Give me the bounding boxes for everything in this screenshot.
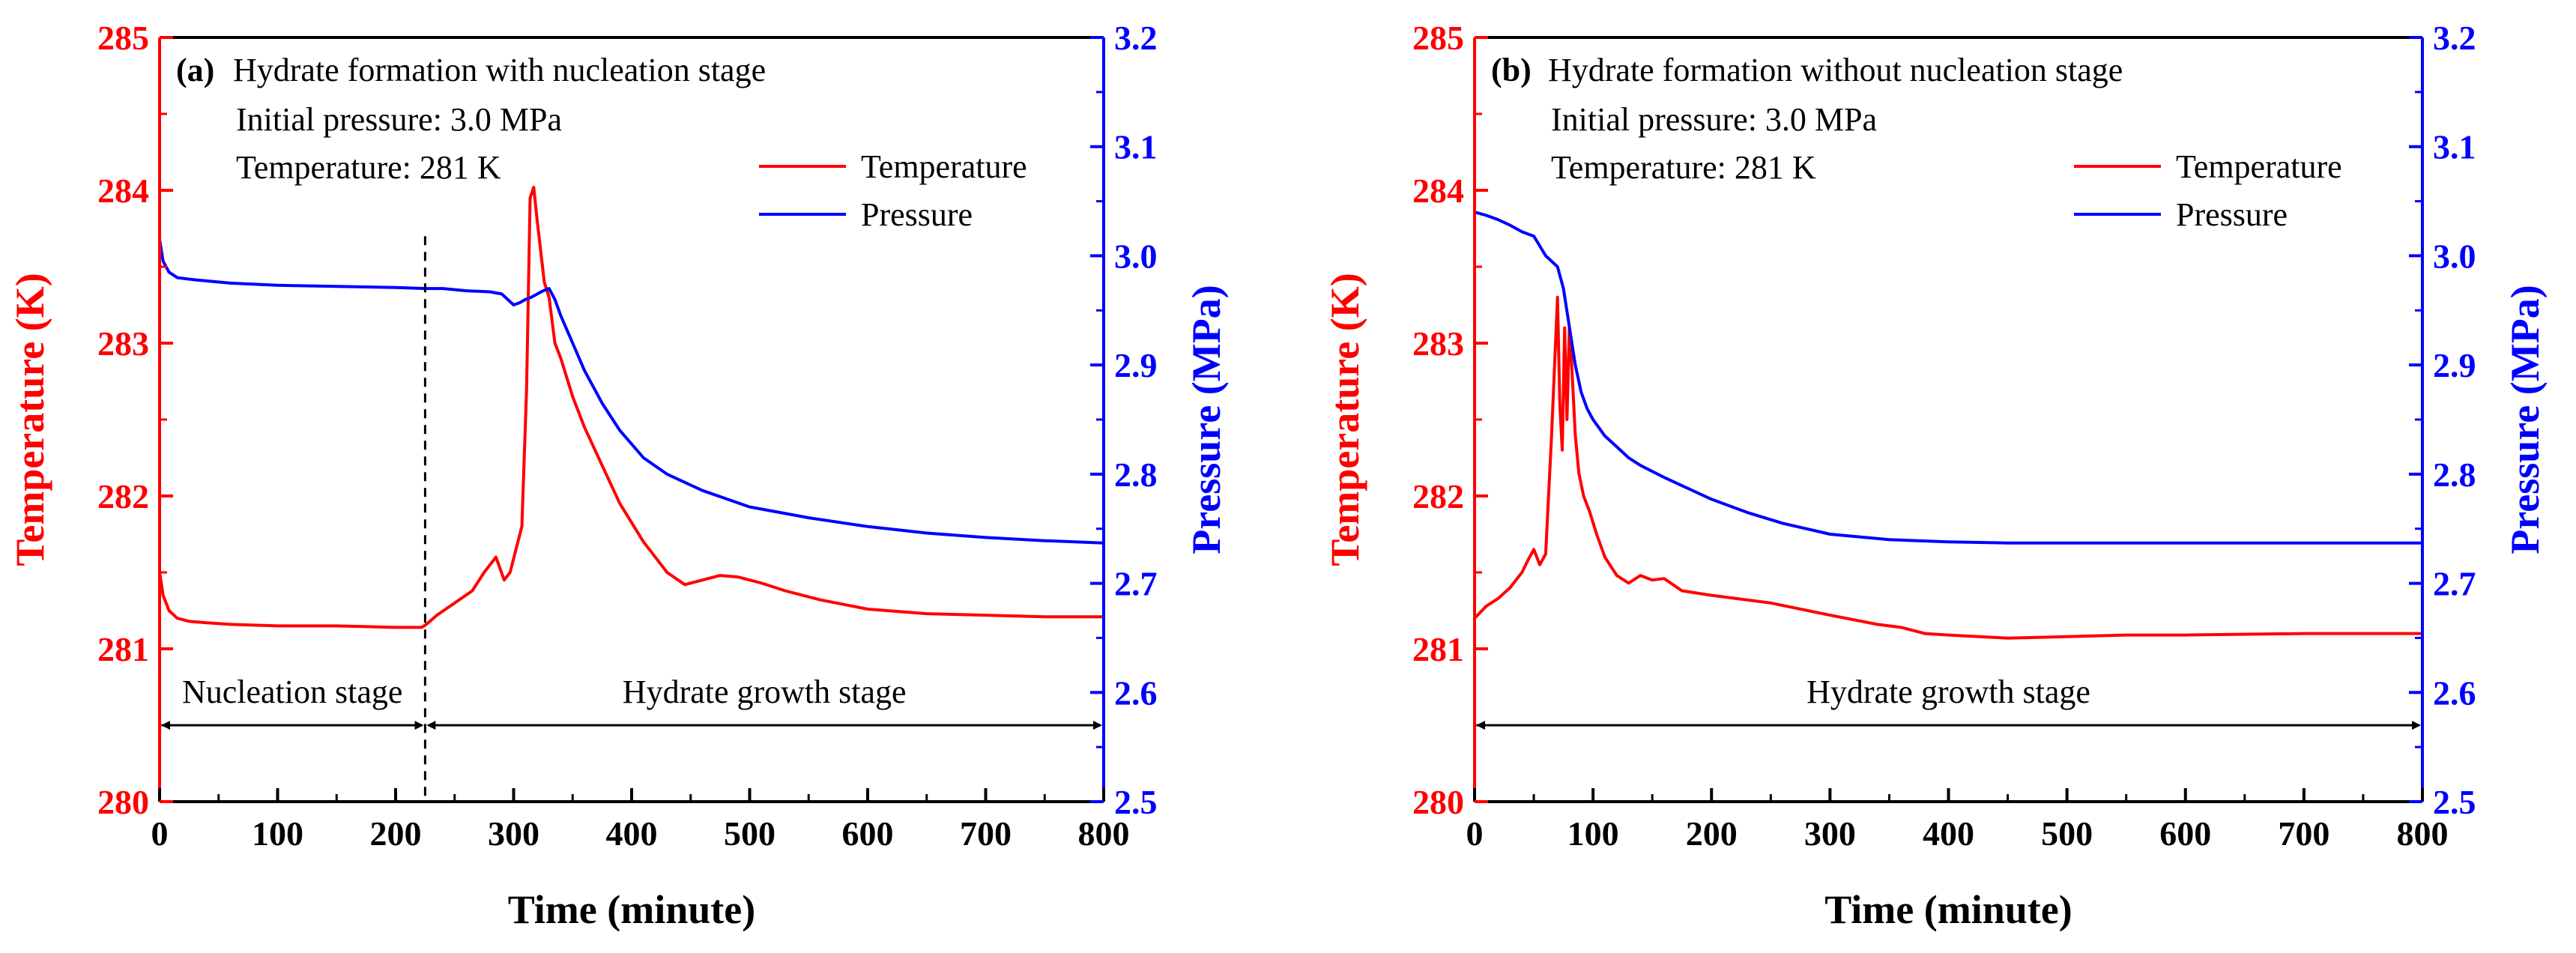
x-tick-label: 500 [724,814,775,853]
legend-label-pressure: Pressure [2176,196,2288,233]
chart-panel-b: 0 100 200 300 400 500 600 700 800 280 281 282 283 284… [1322,19,2548,932]
series-line-pressure [158,239,1104,545]
condition-text: Initial pressure: 3.0 MPa [236,101,562,138]
y-left-tick-label: 283 [1412,324,1464,363]
x-tick-label: 200 [1686,814,1738,853]
series-line-pressure [1474,211,2422,545]
x-tick-label: 800 [1078,814,1130,853]
panel-title: Hydrate formation without nucleation sta… [1548,52,2123,88]
y-right-tick-label: 3.1 [2433,128,2476,166]
y-right-tick-label: 2.9 [1114,346,1158,384]
y-left-tick-label: 285 [97,19,149,57]
x-tick-label: 500 [2041,814,2093,853]
y-left-axis-title: Temperature (K) [7,273,52,566]
x-axis-title: Time (minute) [1824,887,2072,932]
panel-label: (b) [1491,52,1532,88]
panel-title: Hydrate formation with nucleation stage [233,52,766,88]
x-tick-label: 700 [2278,814,2329,853]
y-right-tick-label: 3.2 [1114,19,1158,57]
x-tick-label: 300 [488,814,539,853]
condition-text: Temperature: 281 K [1551,149,1816,186]
y-right-tick-label: 2.5 [2433,783,2476,821]
x-tick-label: 400 [606,814,658,853]
x-tick-label: 600 [842,814,894,853]
chart-panel-a: 0 100 200 300 400 500 600 700 800 280 281 282 283 284… [7,19,1229,932]
stage-label: Hydrate growth stage [1806,674,2090,710]
y-left-tick-label: 285 [1412,19,1464,57]
panel-label: (a) [176,52,214,88]
condition-text: Initial pressure: 3.0 MPa [1551,101,1877,138]
x-axis-title: Time (minute) [508,887,755,932]
series-line-temperature [1473,295,2422,640]
y-right-tick-label: 2.6 [2433,674,2476,712]
y-left-tick-label: 280 [1412,783,1464,821]
y-right-tick-label: 3.0 [2433,237,2476,275]
stage-label: Nucleation stage [182,674,402,710]
x-tick-label: 800 [2397,814,2449,853]
legend-label-temperature: Temperature [2176,148,2342,185]
y-right-tick-label: 2.7 [2433,565,2476,603]
y-right-axis-title: Pressure (MPa) [2503,285,2548,554]
y-right-tick-label: 2.8 [1114,456,1158,494]
y-left-tick-label: 284 [1412,172,1464,210]
y-left-tick-label: 280 [97,783,149,821]
y-right-tick-label: 3.1 [1114,128,1158,166]
y-right-tick-label: 2.6 [1114,674,1158,712]
stage-label: Hydrate growth stage [623,674,907,710]
y-left-tick-label: 283 [97,324,149,363]
x-tick-label: 0 [151,814,169,853]
x-tick-label: 600 [2159,814,2211,853]
y-left-axis-title: Temperature (K) [1322,273,1367,566]
legend-label-pressure: Pressure [861,196,973,233]
x-tick-label: 100 [1567,814,1619,853]
x-tick-label: 400 [1923,814,1974,853]
x-tick-label: 700 [960,814,1012,853]
x-tick-label: 200 [370,814,422,853]
y-left-tick-label: 284 [97,172,149,210]
y-right-tick-label: 3.0 [1114,237,1158,275]
y-right-tick-label: 2.7 [1114,565,1158,603]
y-right-tick-label: 2.8 [2433,456,2476,494]
y-right-tick-label: 2.9 [2433,346,2476,384]
y-right-tick-label: 3.2 [2433,19,2476,57]
x-tick-label: 100 [252,814,303,853]
y-left-tick-label: 282 [97,477,149,515]
condition-text: Temperature: 281 K [236,149,501,186]
legend-label-temperature: Temperature [861,148,1027,185]
x-tick-label: 300 [1804,814,1856,853]
y-right-axis-title: Pressure (MPa) [1184,285,1229,554]
x-tick-label: 0 [1466,814,1484,853]
y-left-tick-label: 281 [97,630,149,668]
series-line-temperature [158,185,1104,629]
y-right-tick-label: 2.5 [1114,783,1158,821]
y-left-tick-label: 282 [1412,477,1464,515]
y-left-tick-label: 281 [1412,630,1464,668]
